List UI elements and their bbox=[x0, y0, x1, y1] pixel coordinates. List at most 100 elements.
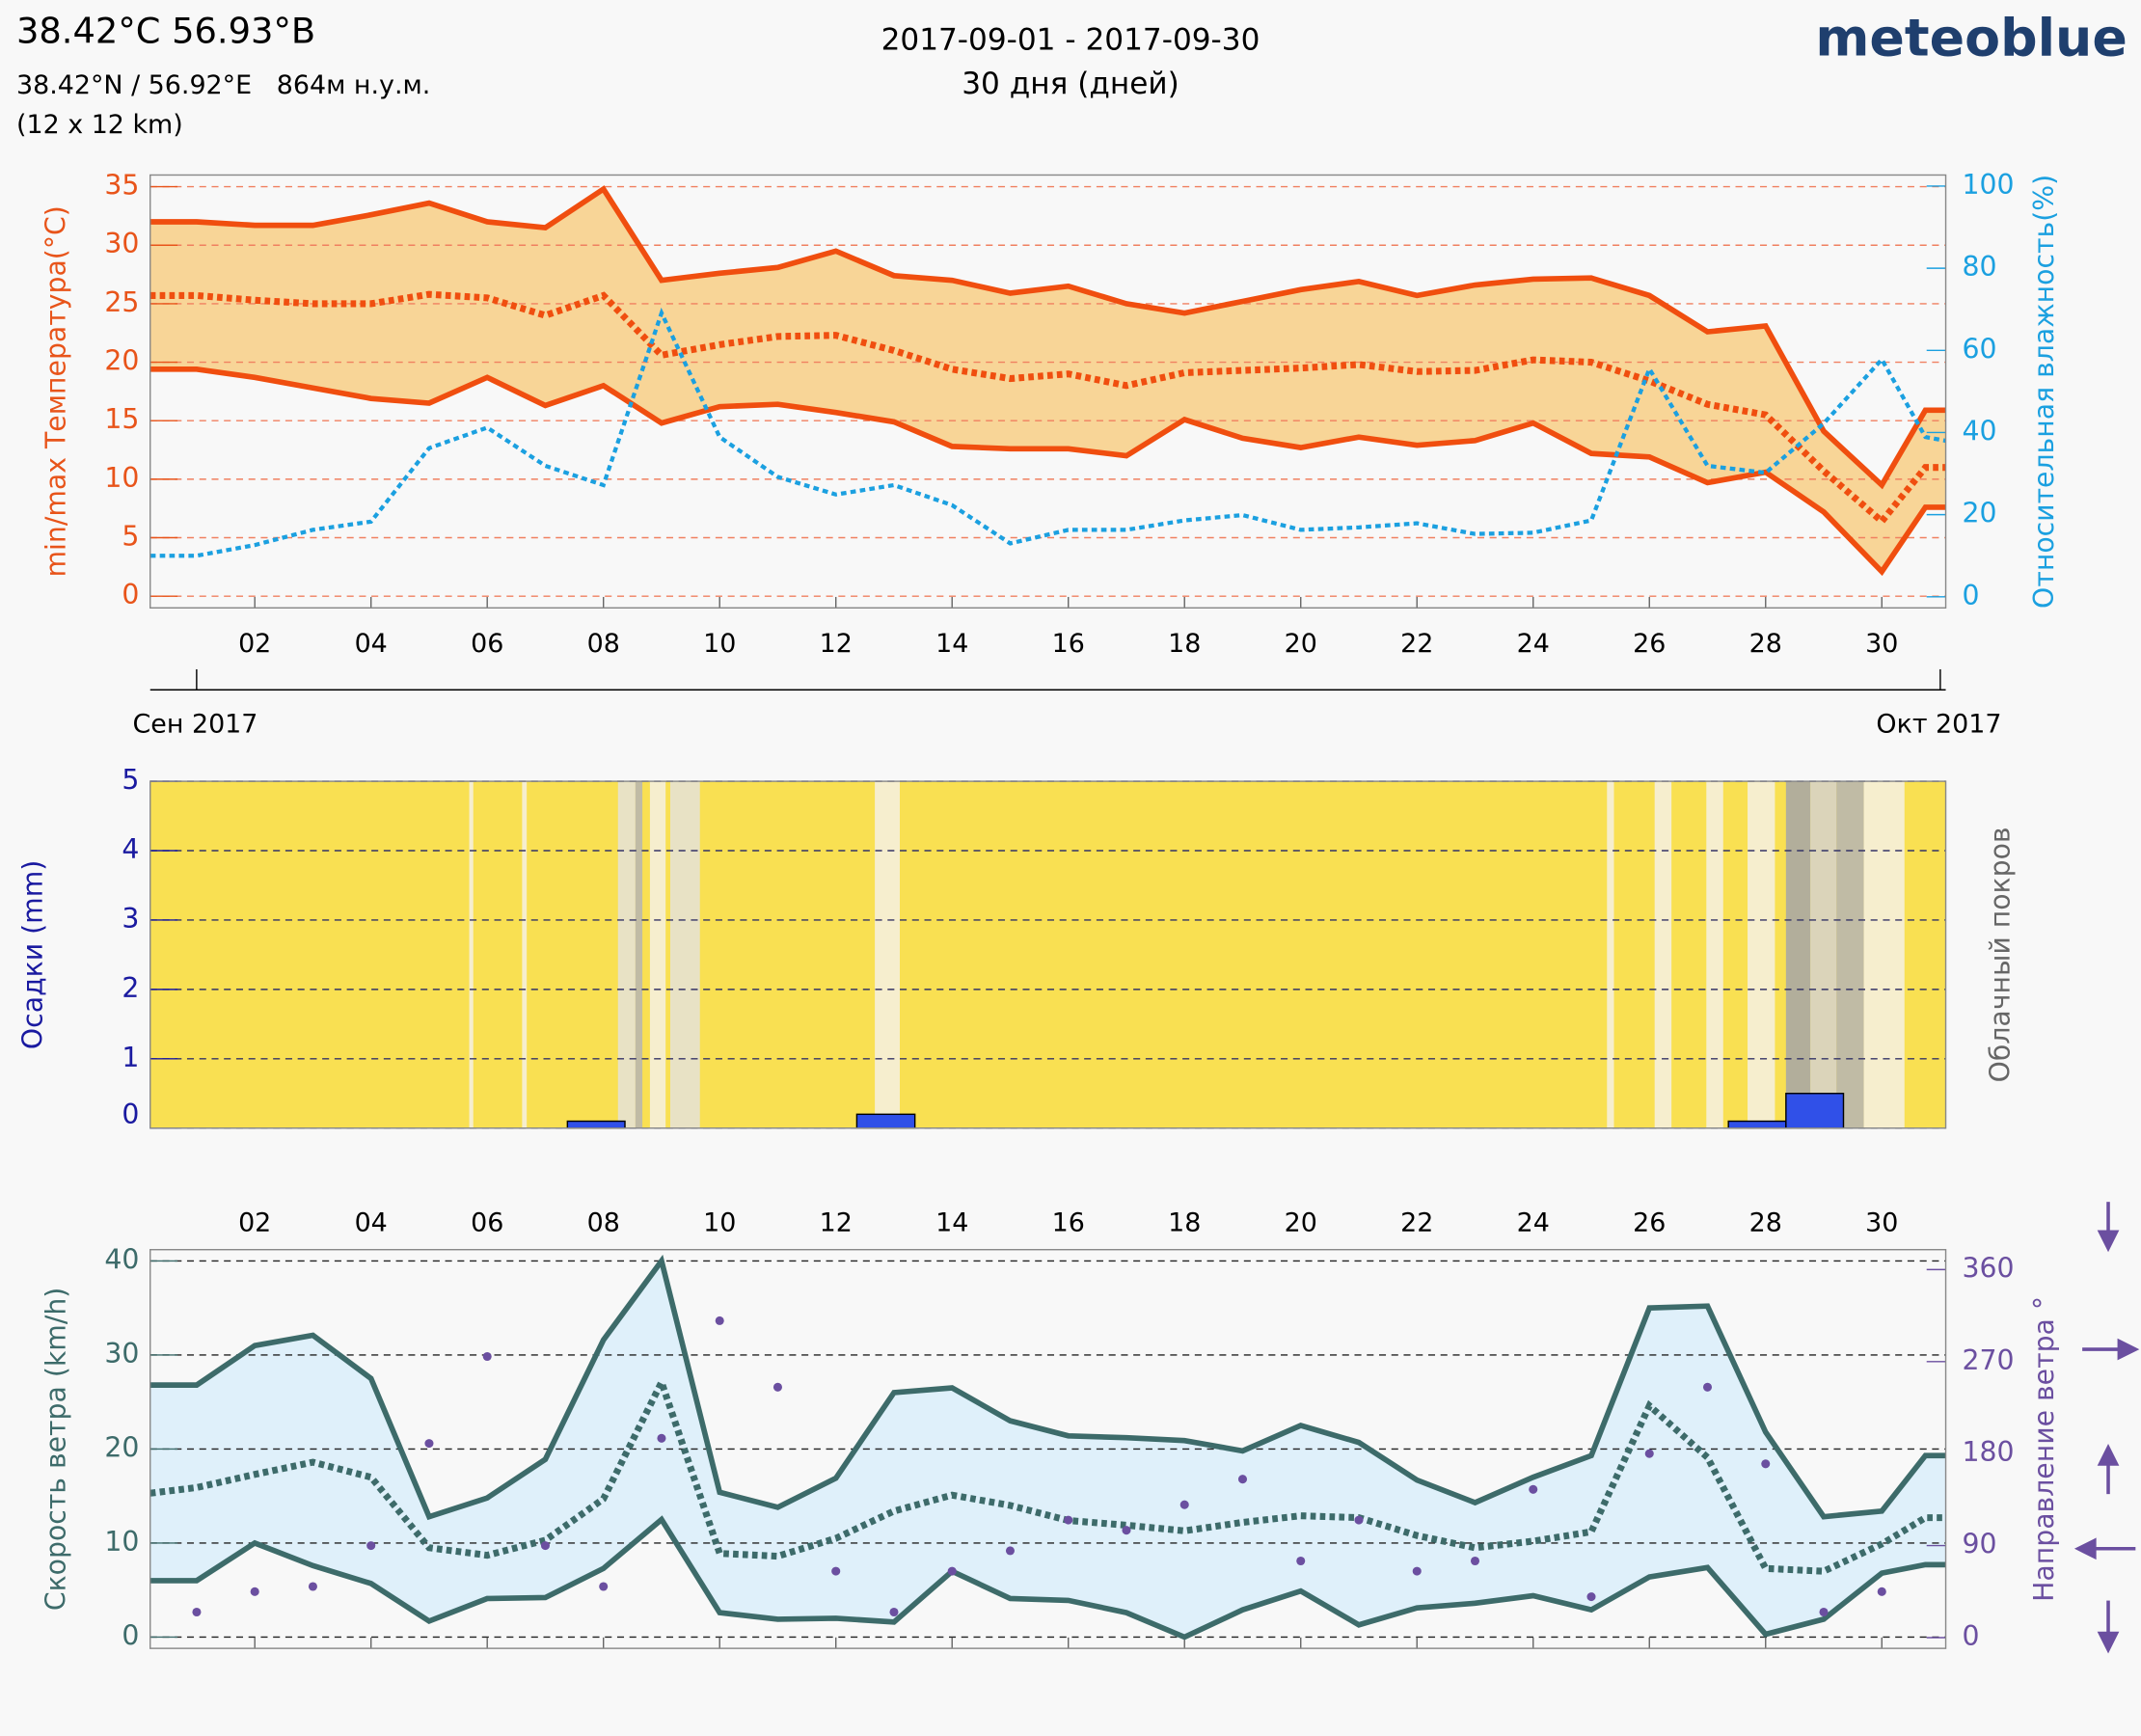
month-label: Сен 2017 bbox=[133, 710, 258, 740]
y2-tick-label: 40 bbox=[1963, 415, 1997, 447]
direction-point bbox=[1412, 1566, 1422, 1576]
plot-frame bbox=[149, 174, 1947, 609]
y-tick-label: 4 bbox=[122, 833, 139, 865]
y-tick-label: 0 bbox=[122, 1619, 139, 1651]
direction-arrows bbox=[2073, 1202, 2140, 1654]
x-tick-label: 28 bbox=[1749, 1207, 1782, 1237]
y2-tick-label: 90 bbox=[1963, 1529, 1997, 1560]
direction-point bbox=[947, 1566, 957, 1576]
direction-point bbox=[192, 1607, 202, 1617]
y-tick-label: 40 bbox=[104, 1243, 139, 1275]
cloud-stripe bbox=[635, 781, 643, 1128]
y2-tick-label: 360 bbox=[1963, 1252, 2015, 1284]
y-axis-label: min/max Температура(°C) bbox=[40, 205, 71, 577]
month-label: Окт 2017 bbox=[1876, 710, 2001, 740]
direction-point bbox=[657, 1433, 666, 1443]
direction-point bbox=[1122, 1526, 1131, 1535]
x-tick-label: 22 bbox=[1400, 1207, 1433, 1237]
series-line bbox=[149, 185, 1946, 490]
y-tick-label: 30 bbox=[104, 1338, 139, 1370]
x-tick-label: 12 bbox=[820, 629, 853, 659]
direction-point bbox=[831, 1566, 841, 1576]
direction-point bbox=[1702, 1382, 1713, 1392]
y2-axis-label: Относительная влажность(%) bbox=[2028, 175, 2060, 609]
x-tick-label: 10 bbox=[703, 1207, 736, 1237]
cloud-stripe bbox=[649, 781, 666, 1128]
y2-tick-label: 180 bbox=[1963, 1436, 2015, 1468]
x-tick-label: 06 bbox=[471, 629, 503, 659]
x-tick-label: 16 bbox=[1052, 629, 1085, 659]
direction-point bbox=[715, 1316, 724, 1325]
series-line bbox=[149, 1254, 1946, 1521]
chart-bar: 0 1 2 3 4 5 Осадки (mm) Облачный покров bbox=[16, 764, 2016, 1130]
x-tick-label: 02 bbox=[238, 629, 271, 659]
y2-tick-label: 80 bbox=[1963, 251, 1997, 283]
precipitation-bar bbox=[855, 1113, 916, 1129]
x-tick-label: 14 bbox=[935, 1207, 968, 1237]
x-tick-label: 04 bbox=[355, 1207, 388, 1237]
cloud-stripe bbox=[1706, 781, 1723, 1128]
x-tick-label: 12 bbox=[820, 1207, 853, 1237]
precipitation-bar bbox=[1727, 1120, 1787, 1129]
y-tick-label: 20 bbox=[104, 1431, 139, 1463]
arrow-head bbox=[2073, 1537, 2097, 1560]
direction-point bbox=[308, 1582, 317, 1591]
direction-point bbox=[540, 1541, 550, 1551]
y2-tick-label: 0 bbox=[1963, 1620, 1980, 1652]
y2-tick-label: 20 bbox=[1963, 498, 1997, 529]
arrow-head bbox=[2117, 1338, 2140, 1361]
x-tick-label: 28 bbox=[1749, 629, 1782, 659]
y2-axis-label: Направление ветра ° bbox=[2028, 1296, 2060, 1602]
y-tick-label: 15 bbox=[104, 403, 139, 435]
coordinates: 38.42°N / 56.92°E 864м н.у.м. bbox=[16, 70, 430, 100]
cloud-stripe bbox=[669, 781, 700, 1128]
y-tick-label: 20 bbox=[104, 345, 139, 377]
y-tick-label: 0 bbox=[122, 1099, 139, 1130]
y-tick-label: 5 bbox=[122, 764, 139, 796]
y-tick-label: 5 bbox=[122, 521, 139, 553]
y-axis-label: Скорость ветра (km/h) bbox=[40, 1288, 71, 1612]
y2-tick-label: 60 bbox=[1963, 333, 1997, 365]
x-tick-label: 10 bbox=[703, 629, 736, 659]
x-tick-label: 08 bbox=[587, 629, 620, 659]
series-line bbox=[149, 366, 1946, 577]
chart-line: 0 5 10 15 20 25 30 35 0 20 40 60 80 100 02 04 06 08 10 12 14… bbox=[40, 169, 2059, 659]
cloud-stripe bbox=[1748, 781, 1775, 1128]
direction-point bbox=[772, 1382, 782, 1392]
precipitation-bar bbox=[566, 1120, 626, 1129]
direction-point bbox=[482, 1351, 492, 1362]
y-tick-label: 35 bbox=[104, 170, 139, 202]
direction-point bbox=[1354, 1515, 1364, 1525]
chart-line: 0 10 20 30 40 0 90 180 270 360 02 04 06 08 10 12 14 16 18 2… bbox=[40, 1207, 2059, 1652]
direction-point bbox=[1819, 1607, 1829, 1617]
direction-point bbox=[1005, 1546, 1016, 1556]
x-tick-label: 04 bbox=[355, 629, 388, 659]
cloud-stripe bbox=[1863, 781, 1905, 1128]
arrow-head bbox=[2097, 1230, 2120, 1253]
x-tick-label: 18 bbox=[1168, 1207, 1201, 1237]
x-tick-label: 26 bbox=[1633, 1207, 1666, 1237]
brand-logo: meteoblue bbox=[1815, 7, 2127, 68]
x-tick-label: 26 bbox=[1633, 629, 1666, 659]
direction-point bbox=[1470, 1556, 1480, 1566]
y-tick-label: 30 bbox=[104, 228, 139, 259]
y2-tick-label: 100 bbox=[1963, 169, 2015, 201]
y-tick-label: 25 bbox=[104, 286, 139, 318]
direction-point bbox=[424, 1439, 434, 1449]
y-tick-label: 3 bbox=[122, 903, 139, 935]
direction-point bbox=[1296, 1556, 1306, 1566]
location-title: 38.42°C 56.93°B bbox=[16, 11, 315, 52]
days: 30 дня (дней) bbox=[962, 67, 1179, 101]
direction-point bbox=[366, 1541, 376, 1551]
y-tick-label: 2 bbox=[122, 972, 139, 1004]
direction-point bbox=[1761, 1459, 1771, 1469]
x-tick-label: 20 bbox=[1285, 1207, 1317, 1237]
cloud-stripe bbox=[469, 781, 474, 1128]
direction-point bbox=[250, 1587, 259, 1596]
x-tick-label: 24 bbox=[1517, 629, 1550, 659]
x-tick-label: 20 bbox=[1285, 629, 1317, 659]
x-tick-label: 18 bbox=[1168, 629, 1201, 659]
series-line bbox=[149, 1515, 1946, 1641]
cloud-stripe bbox=[1785, 781, 1811, 1128]
